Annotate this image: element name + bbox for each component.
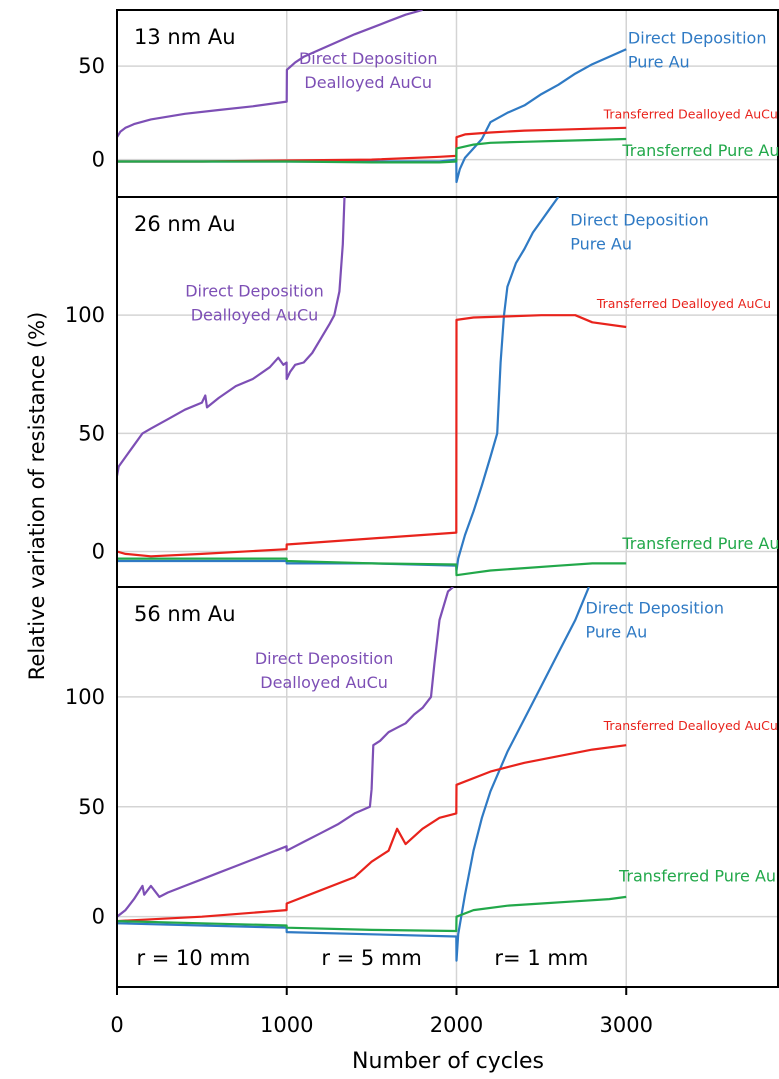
series-label-line: Transferred Dealloyed AuCu (603, 106, 778, 121)
series-label-line: Transferred Dealloyed AuCu (603, 718, 778, 733)
series-label-line: Dealloyed AuCu (191, 305, 319, 324)
series-label-direct_pure: Direct Deposition Pure Au (628, 29, 767, 72)
series-label-line: Pure Au (585, 622, 647, 641)
series-lines (117, 587, 627, 962)
axes-layer: 0 1000 2000 3000 r = 10 mm r = 5 mm r= 1 mm (110, 10, 779, 1037)
series-line-direct_pure (117, 197, 560, 572)
y-tick-label: 50 (78, 795, 105, 819)
series-label-line: Direct Deposition (570, 210, 709, 229)
x-tick-label: 3000 (600, 1013, 653, 1037)
series-label-line: Dealloyed AuCu (304, 73, 432, 92)
series-label-line: Transferred Pure Au (621, 534, 779, 553)
panel-label: 56 nm Au (134, 602, 236, 626)
panel-label: 13 nm Au (134, 25, 236, 49)
y-tick-label: 0 (92, 905, 105, 929)
y-tick-label: 100 (65, 685, 105, 709)
series-label-transferred_dealloyed: Transferred Dealloyed AuCu (603, 106, 778, 121)
series-line-direct_dealloyed (117, 197, 346, 477)
series-line-transferred_dealloyed (117, 314, 627, 558)
series-label-direct_pure: Direct Deposition Pure Au (585, 598, 724, 641)
series-line-transferred_pure (117, 895, 627, 933)
series-label-line: Transferred Pure Au (621, 141, 779, 160)
x-tick-label: 2000 (430, 1013, 483, 1037)
series-lines (117, 10, 627, 184)
series-label-line: Pure Au (628, 53, 690, 72)
series-label-line: Direct Deposition (585, 598, 724, 617)
bending-radius-label: r = 5 mm (321, 946, 422, 970)
y-tick-label: 100 (65, 303, 105, 327)
series-line-transferred_pure (117, 137, 627, 164)
y-tick-label: 0 (92, 540, 105, 564)
series-line-direct_dealloyed (117, 587, 454, 918)
series-label-line: Direct Deposition (185, 281, 324, 300)
series-label-line: Direct Deposition (255, 649, 394, 668)
y-tick-label: 0 (92, 148, 105, 172)
x-tick-label: 1000 (260, 1013, 313, 1037)
panel-frame (116, 196, 779, 588)
series-line-transferred_dealloyed (117, 744, 627, 923)
series-label-line: Direct Deposition (628, 29, 767, 48)
y-axis-label: Relative variation of resistance (%) (25, 312, 49, 681)
series-label-direct_dealloyed: Direct Deposition Dealloyed AuCu (255, 649, 394, 692)
series-line-transferred_dealloyed (117, 126, 627, 163)
series-label-transferred_pure: Transferred Pure Au (621, 141, 779, 160)
series-label-transferred_dealloyed: Transferred Dealloyed AuCu (596, 296, 771, 311)
y-tick-label: 50 (78, 54, 105, 78)
series-label-direct_dealloyed: Direct Deposition Dealloyed AuCu (299, 49, 438, 92)
panel-frame (116, 586, 779, 988)
panel-label: 26 nm Au (134, 212, 236, 236)
series-label-direct_dealloyed: Direct Deposition Dealloyed AuCu (185, 281, 324, 324)
y-tick-label: 50 (78, 421, 105, 445)
series-label-line: Direct Deposition (299, 49, 438, 68)
x-tick-label: 0 (110, 1013, 123, 1037)
series-label-line: Pure Au (570, 234, 632, 253)
series-label-transferred_pure: Transferred Pure Au (621, 534, 779, 553)
series-line-transferred_pure (117, 557, 627, 577)
series-label-line: Transferred Dealloyed AuCu (596, 296, 771, 311)
series-label-direct_pure: Direct Deposition Pure Au (570, 210, 709, 253)
bending-radius-label: r= 1 mm (494, 946, 588, 970)
series-label-line: Dealloyed AuCu (260, 673, 388, 692)
series-label-line: Transferred Pure Au (618, 867, 776, 886)
series-lines (117, 197, 627, 577)
series-line-direct_pure (117, 587, 590, 962)
series-label-transferred_dealloyed: Transferred Dealloyed AuCu (603, 718, 778, 733)
series-label-transferred_pure: Transferred Pure Au (618, 867, 776, 886)
x-axis-label: Number of cycles (352, 1049, 544, 1074)
series-line-direct_dealloyed (117, 10, 423, 138)
bending-radius-label: r = 10 mm (136, 946, 250, 970)
